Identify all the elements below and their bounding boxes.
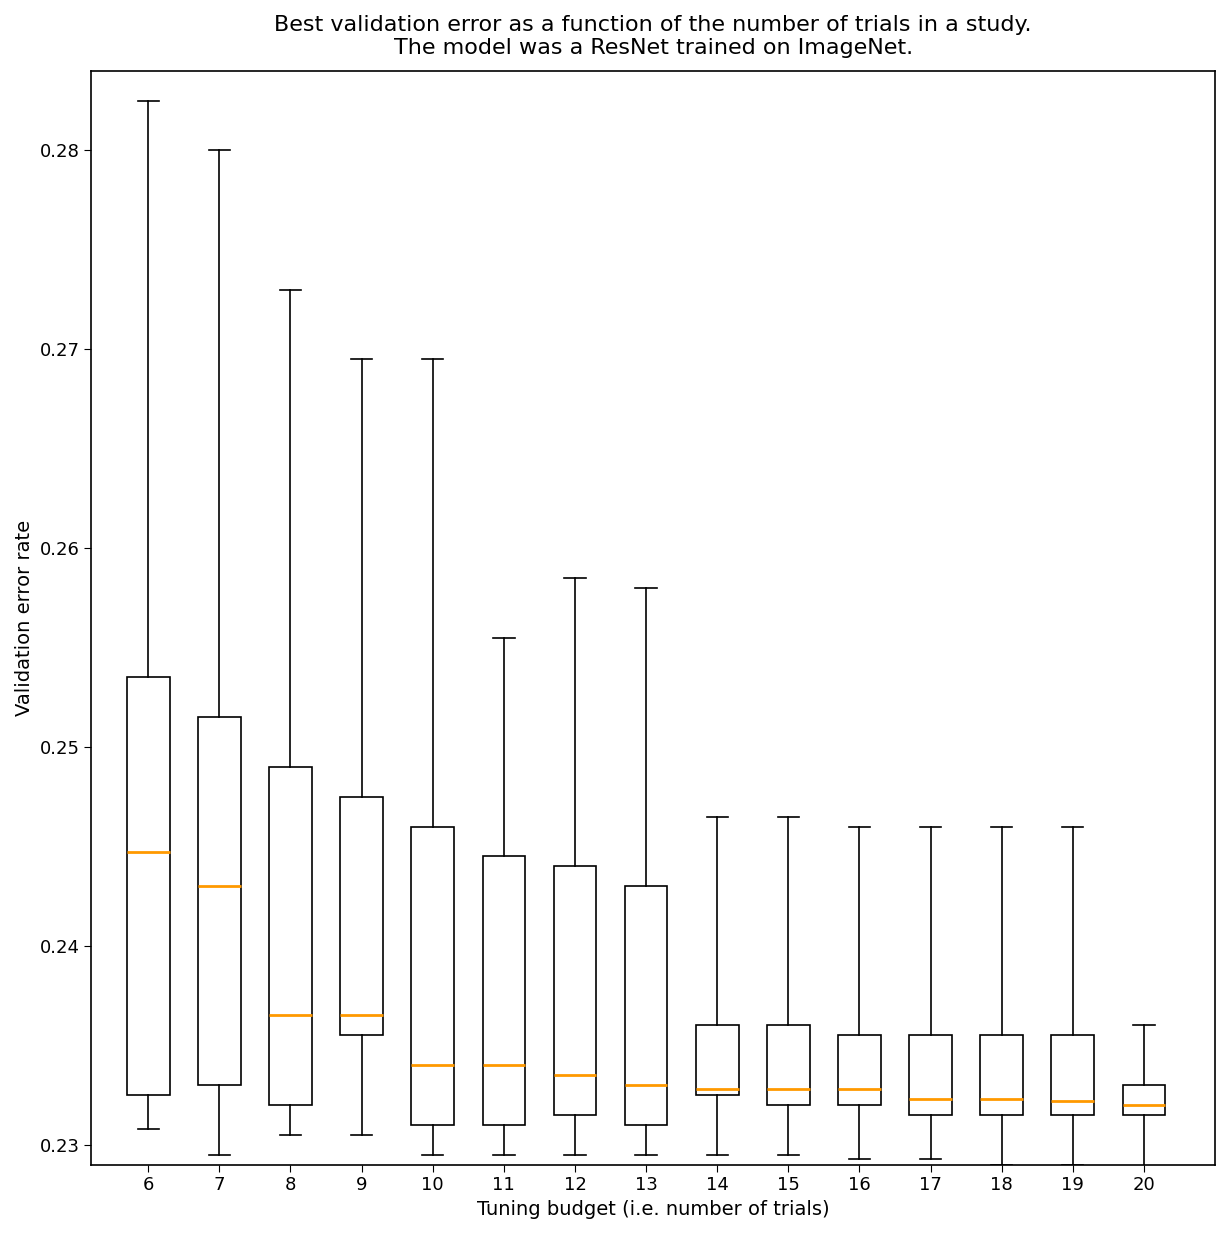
PathPatch shape — [411, 827, 454, 1125]
X-axis label: Tuning budget (i.e. number of trials): Tuning budget (i.e. number of trials) — [477, 1199, 829, 1219]
PathPatch shape — [980, 1035, 1023, 1116]
PathPatch shape — [909, 1035, 952, 1116]
PathPatch shape — [625, 886, 668, 1125]
PathPatch shape — [1052, 1035, 1095, 1116]
PathPatch shape — [554, 866, 597, 1116]
Title: Best validation error as a function of the number of trials in a study.
The mode: Best validation error as a function of t… — [274, 15, 1032, 58]
PathPatch shape — [1123, 1085, 1165, 1116]
PathPatch shape — [838, 1035, 881, 1104]
PathPatch shape — [482, 856, 525, 1125]
PathPatch shape — [269, 766, 312, 1104]
PathPatch shape — [127, 677, 170, 1095]
PathPatch shape — [198, 717, 241, 1085]
Y-axis label: Validation error rate: Validation error rate — [15, 520, 34, 716]
PathPatch shape — [768, 1025, 809, 1104]
PathPatch shape — [341, 797, 383, 1035]
PathPatch shape — [696, 1025, 738, 1095]
